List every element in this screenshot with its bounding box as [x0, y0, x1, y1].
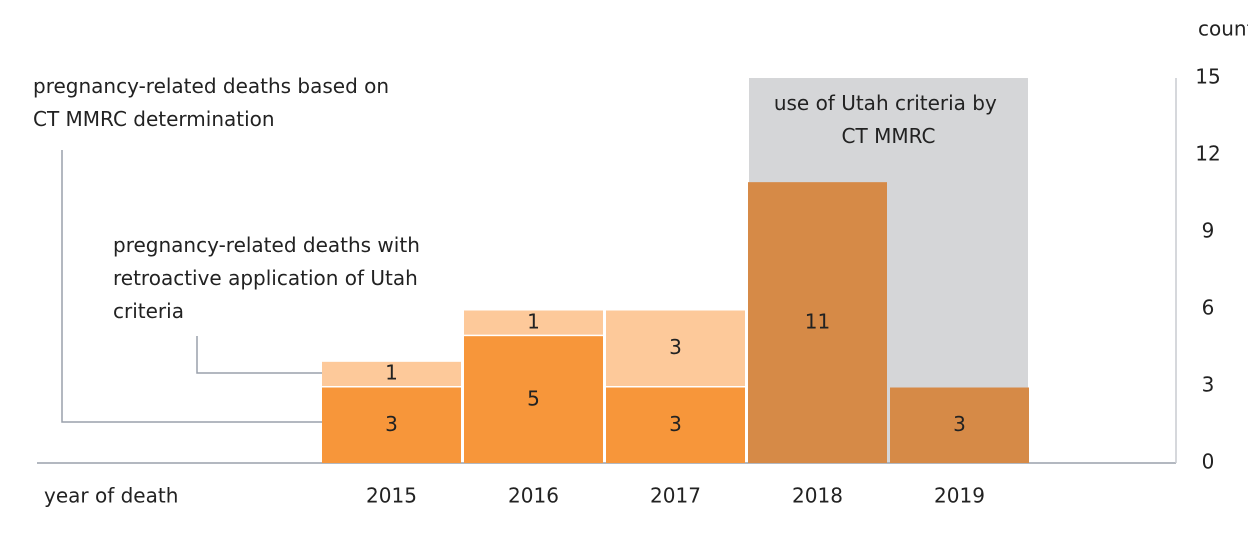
x-tick-label: 2016: [508, 484, 559, 508]
bar-segment: [464, 310, 603, 335]
y-tick-label: 9: [1202, 219, 1215, 243]
leader-line: [196, 336, 322, 374]
x-tick-label: 2015: [366, 484, 417, 508]
legend-label: pregnancy-related deaths based on CT MMR…: [33, 74, 395, 131]
legend-label: pregnancy-related deaths with retroactiv…: [113, 233, 426, 323]
y-axis-label: count: [1198, 17, 1248, 41]
bar-segment: [606, 310, 745, 386]
value-label: 11: [805, 309, 830, 333]
value-label: 3: [385, 412, 398, 436]
value-label: 1: [385, 361, 398, 385]
y-tick-label: 15: [1195, 65, 1220, 89]
bar-segment: [606, 387, 745, 463]
x-axis-label: year of death: [44, 484, 178, 508]
leader-line: [61, 150, 322, 423]
bar-segment: [464, 336, 603, 463]
y-tick-label: 0: [1202, 450, 1215, 474]
value-label: 3: [669, 335, 682, 359]
y-tick-label: 6: [1202, 296, 1215, 320]
annotation: use of Utah criteria by CT MMRC: [774, 91, 1003, 148]
value-label: 3: [953, 412, 966, 436]
y-tick-label: 3: [1202, 373, 1215, 397]
x-tick-label: 2019: [934, 484, 985, 508]
value-label: 5: [527, 386, 540, 410]
value-label: 3: [669, 412, 682, 436]
x-tick-label: 2017: [650, 484, 701, 508]
bar-segment: [890, 387, 1029, 463]
y-tick-label: 12: [1195, 142, 1220, 166]
bar-segment: [322, 361, 461, 386]
bar-segment: [748, 182, 887, 463]
value-label: 1: [527, 309, 540, 333]
bar-segment: [322, 387, 461, 463]
x-tick-label: 2018: [792, 484, 843, 508]
